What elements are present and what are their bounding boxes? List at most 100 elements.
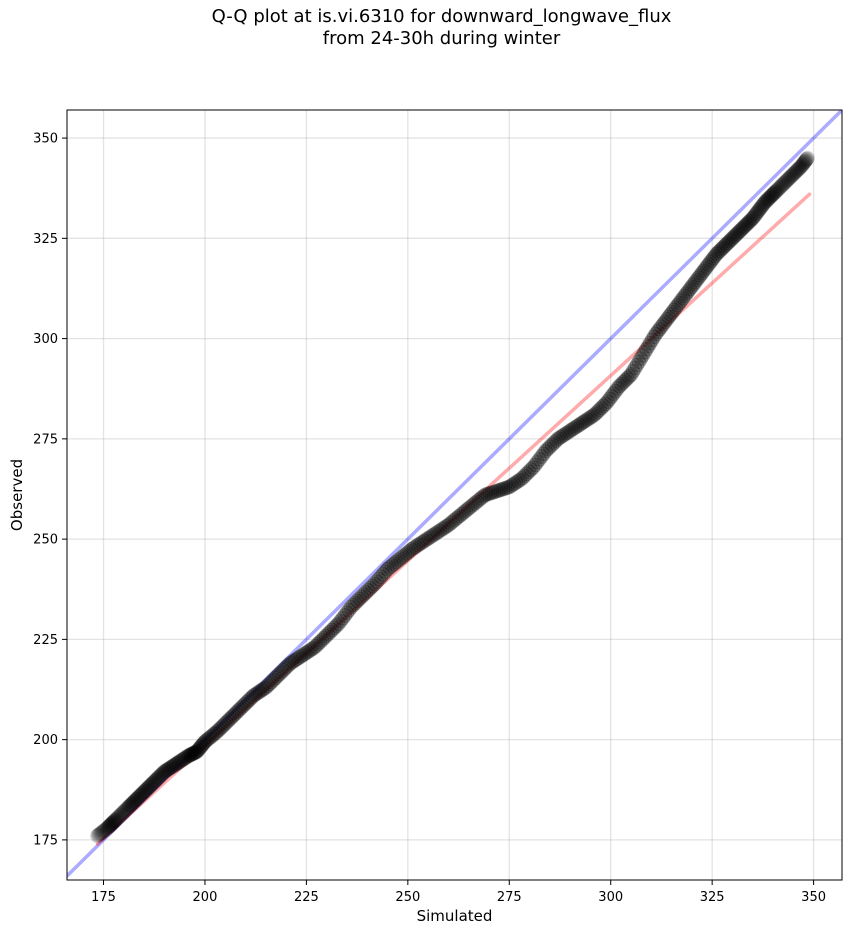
data-point — [367, 576, 383, 592]
data-point — [495, 481, 511, 497]
data-point — [648, 326, 664, 342]
data-point — [144, 776, 160, 792]
data-point — [397, 547, 413, 563]
data-point — [187, 745, 203, 761]
data-point — [94, 825, 110, 841]
data-point — [765, 186, 781, 202]
data-point — [705, 250, 721, 266]
data-point — [271, 666, 287, 682]
data-points — [89, 150, 816, 844]
data-point — [89, 828, 105, 844]
data-point — [218, 715, 234, 731]
data-point — [531, 451, 547, 467]
data-point — [609, 380, 625, 396]
data-point — [690, 270, 706, 286]
data-point — [108, 812, 124, 828]
data-point — [661, 309, 677, 325]
chart-title-line-1: Q-Q plot at is.vi.6310 for downward_long… — [211, 6, 672, 27]
data-point — [778, 174, 794, 190]
data-point — [97, 822, 113, 838]
data-point — [295, 647, 311, 663]
data-point — [779, 173, 795, 189]
data-point — [386, 556, 402, 572]
data-point — [222, 711, 238, 727]
data-point — [775, 176, 791, 192]
data-point — [443, 515, 459, 531]
data-point — [312, 634, 328, 650]
data-point — [516, 468, 532, 484]
data-point — [416, 533, 432, 549]
data-point — [436, 520, 452, 536]
data-point — [117, 802, 133, 818]
data-point — [197, 733, 213, 749]
data-point — [107, 813, 123, 829]
data-point — [454, 506, 470, 522]
data-point — [151, 769, 167, 785]
data-point — [260, 678, 276, 694]
data-point — [751, 203, 767, 219]
data-point — [181, 747, 197, 763]
data-point — [421, 530, 437, 546]
data-point — [729, 226, 745, 242]
data-point — [289, 651, 305, 667]
data-point — [326, 620, 342, 636]
data-point — [529, 454, 545, 470]
data-point — [746, 208, 762, 224]
data-point — [761, 190, 777, 206]
data-point — [275, 662, 291, 678]
data-point — [105, 815, 121, 831]
data-point — [432, 523, 448, 539]
data-point — [536, 446, 552, 462]
data-point — [701, 257, 717, 273]
data-point — [132, 788, 148, 804]
data-point — [143, 777, 159, 793]
data-point — [122, 797, 138, 813]
data-point — [527, 457, 543, 473]
data-point — [174, 752, 190, 768]
data-point — [273, 664, 289, 680]
data-point — [231, 702, 247, 718]
data-point — [606, 386, 622, 402]
data-point — [738, 217, 754, 233]
data-point — [267, 670, 283, 686]
data-point — [744, 211, 760, 227]
data-point — [790, 161, 806, 177]
data-point — [335, 610, 351, 626]
data-point — [469, 494, 485, 510]
data-point — [675, 290, 691, 306]
data-point — [279, 658, 295, 674]
y-tick-label: 225 — [33, 633, 58, 648]
data-point — [162, 760, 178, 776]
data-point — [226, 707, 242, 723]
data-point — [757, 194, 773, 210]
data-point — [478, 487, 494, 503]
data-point — [785, 167, 801, 183]
data-point — [793, 158, 809, 174]
data-point — [91, 827, 107, 843]
data-point — [304, 641, 320, 657]
data-point — [201, 731, 217, 747]
data-point — [710, 244, 726, 260]
data-point — [104, 816, 120, 832]
data-point — [633, 351, 649, 367]
data-point — [592, 402, 608, 418]
data-point — [242, 691, 258, 707]
data-point — [299, 644, 315, 660]
data-point — [644, 332, 660, 348]
x-tick-label: 325 — [700, 890, 725, 905]
data-point — [559, 425, 575, 441]
data-point — [125, 795, 141, 811]
data-point — [101, 818, 117, 834]
data-point — [90, 827, 106, 843]
data-point — [486, 484, 502, 500]
data-point — [772, 180, 788, 196]
data-point — [111, 808, 127, 824]
data-point — [390, 552, 406, 568]
data-point — [156, 765, 172, 781]
data-point — [269, 668, 285, 684]
data-point — [306, 640, 322, 656]
data-point — [506, 476, 522, 492]
data-point — [655, 316, 671, 332]
data-point — [244, 689, 260, 705]
